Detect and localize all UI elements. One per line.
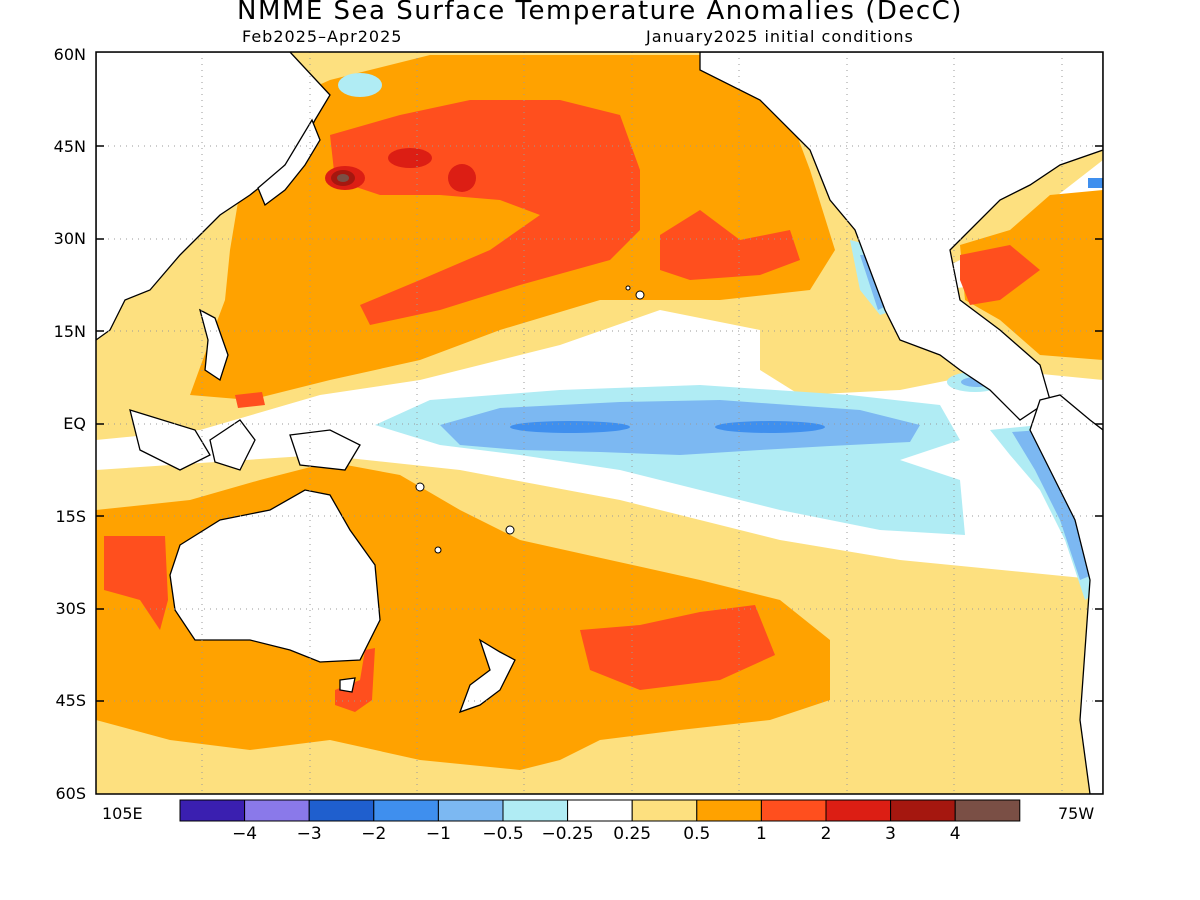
anomaly-neg-05-1-regions	[440, 255, 1092, 580]
colorbar-label: −4	[232, 824, 258, 844]
anomaly-above-4-region	[337, 174, 349, 182]
colorbar-label: 2	[820, 824, 832, 844]
pacific-islands	[415, 285, 645, 554]
colorbar-label: 0.25	[613, 824, 652, 844]
colorbar-swatch	[567, 799, 633, 822]
lat-label-45n: 45N	[53, 137, 86, 156]
lat-ticks	[96, 145, 1103, 702]
colorbar-swatch	[696, 799, 762, 822]
lat-label-45s: 45S	[55, 691, 86, 710]
colorbar-swatch	[437, 799, 504, 822]
colorbar-swatch	[954, 799, 1021, 822]
colorbar-label: −0.5	[482, 824, 524, 844]
forecast-period: Feb2025–Apr2025	[242, 27, 403, 46]
lon-label-75w: 75W	[1058, 804, 1095, 823]
colorbar-swatch	[631, 799, 698, 822]
colorbar-label: −2	[361, 824, 387, 844]
map-title: NMME Sea Surface Temperature Anomalies (…	[237, 0, 963, 26]
colorbar-label: −3	[296, 824, 322, 844]
lat-label-60n: 60N	[53, 45, 86, 64]
lat-label-30s: 30S	[55, 599, 86, 618]
graticule	[96, 52, 1103, 794]
colorbar-swatch	[308, 799, 375, 822]
colorbar-label: 3	[885, 824, 896, 844]
colorbar-swatch	[179, 799, 246, 822]
initial-conditions: January2025 initial conditions	[646, 27, 914, 46]
colorbar-swatch	[825, 799, 892, 822]
anomaly-2-3-regions	[325, 148, 476, 192]
map-frame	[95, 51, 1104, 795]
colorbar-swatch	[244, 799, 310, 822]
colorbar-swatch	[890, 799, 956, 822]
lat-label-30n: 30N	[53, 229, 86, 248]
colorbar-label: 0.5	[683, 824, 711, 844]
lon-label-105e: 105E	[102, 804, 143, 823]
colorbar-label: −1	[425, 824, 451, 844]
colorbar-swatch	[502, 799, 569, 822]
colorbar-label: 4	[949, 824, 961, 844]
colorbar-label: 1	[755, 824, 767, 844]
lat-label-15s: 15S	[55, 507, 86, 526]
lat-label-60s: 60S	[55, 784, 86, 803]
colorbar-label: −0.25	[541, 824, 594, 844]
lat-label-eq: EQ	[63, 414, 86, 433]
colorbar-swatch	[760, 799, 827, 822]
lat-label-15n: 15N	[53, 322, 86, 341]
coastlines	[96, 52, 1103, 794]
colorbar-swatch	[373, 799, 439, 822]
